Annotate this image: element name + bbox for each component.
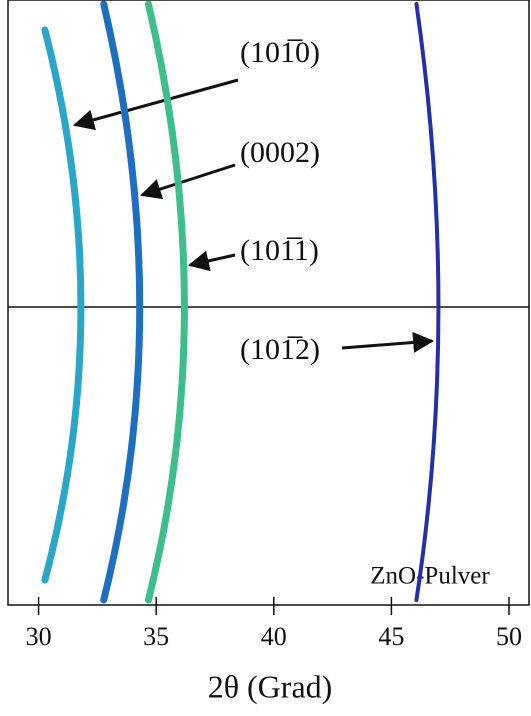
diffraction-ring [41,26,85,584]
x-tick-label: 35 [143,622,169,651]
x-tick-label: 50 [496,622,522,651]
plot-frame [7,0,530,606]
x-tick-label: 30 [26,622,52,651]
peak-label: (101̅0) [240,36,320,69]
x-tick-label: 40 [261,622,287,651]
peak-label: (0002) [240,136,320,169]
diffraction-ring [100,0,144,604]
annotation: ZnO-Pulver [370,563,490,590]
arrow [72,78,239,131]
arrow [341,331,435,353]
x-axis-label: 2θ (Grad) [208,668,333,704]
arrow [140,163,236,200]
arrow [187,250,236,272]
peak-label: (101̅2) [240,333,320,366]
diffraction-ring [414,2,441,602]
peak-label: (101̅1) [240,234,319,267]
x-tick-label: 45 [378,622,404,651]
diffraction-ring [144,0,188,604]
